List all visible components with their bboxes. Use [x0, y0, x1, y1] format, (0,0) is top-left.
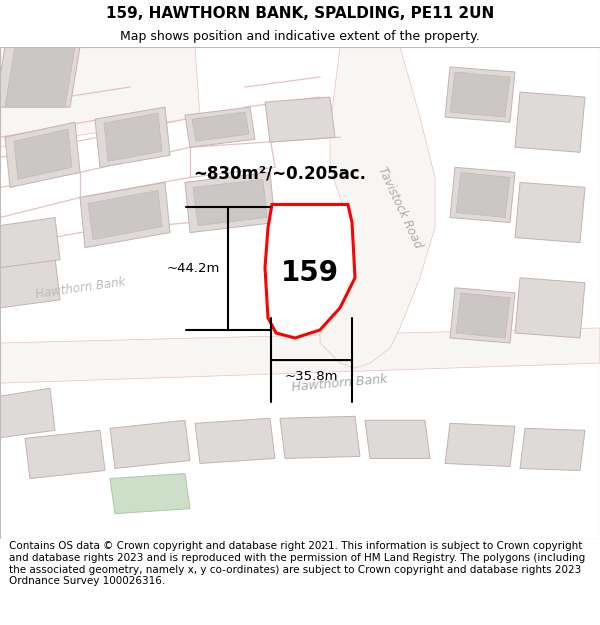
Polygon shape: [320, 47, 435, 368]
Polygon shape: [280, 416, 360, 459]
Text: Contains OS data © Crown copyright and database right 2021. This information is : Contains OS data © Crown copyright and d…: [9, 541, 585, 586]
Polygon shape: [185, 107, 255, 148]
Polygon shape: [456, 173, 510, 218]
Polygon shape: [456, 292, 510, 338]
Text: ~830m²/~0.205ac.: ~830m²/~0.205ac.: [193, 164, 367, 182]
Polygon shape: [0, 217, 60, 268]
Polygon shape: [95, 107, 170, 168]
Polygon shape: [0, 47, 200, 148]
Polygon shape: [520, 428, 585, 471]
Text: 159: 159: [281, 259, 339, 287]
Polygon shape: [195, 418, 275, 464]
Polygon shape: [14, 129, 72, 179]
Polygon shape: [0, 388, 55, 438]
Polygon shape: [515, 182, 585, 243]
Text: Hawthorn Bank: Hawthorn Bank: [292, 372, 388, 394]
Polygon shape: [5, 47, 75, 107]
Polygon shape: [265, 204, 355, 338]
Polygon shape: [110, 474, 190, 514]
Polygon shape: [445, 423, 515, 466]
Polygon shape: [445, 67, 515, 122]
Bar: [0, 47, 600, 539]
Polygon shape: [192, 112, 249, 141]
Polygon shape: [450, 168, 515, 222]
Text: ~35.8m: ~35.8m: [285, 370, 338, 383]
Polygon shape: [515, 92, 585, 152]
Text: Tavistock Road: Tavistock Road: [376, 164, 425, 251]
Polygon shape: [450, 72, 510, 117]
Polygon shape: [193, 179, 267, 226]
Polygon shape: [110, 420, 190, 469]
Text: Hawthorn Bank: Hawthorn Bank: [34, 275, 126, 301]
Polygon shape: [515, 278, 585, 338]
Polygon shape: [0, 328, 600, 383]
Polygon shape: [450, 288, 515, 343]
Polygon shape: [365, 420, 430, 459]
Text: ~44.2m: ~44.2m: [167, 262, 220, 275]
Polygon shape: [104, 113, 162, 161]
Polygon shape: [5, 122, 80, 188]
Text: Map shows position and indicative extent of the property.: Map shows position and indicative extent…: [120, 30, 480, 43]
Text: 159, HAWTHORN BANK, SPALDING, PE11 2UN: 159, HAWTHORN BANK, SPALDING, PE11 2UN: [106, 6, 494, 21]
Polygon shape: [88, 191, 162, 239]
Polygon shape: [185, 173, 275, 232]
Polygon shape: [0, 258, 60, 308]
Polygon shape: [265, 97, 335, 142]
Polygon shape: [0, 47, 80, 107]
Polygon shape: [80, 182, 170, 248]
Polygon shape: [25, 431, 105, 479]
